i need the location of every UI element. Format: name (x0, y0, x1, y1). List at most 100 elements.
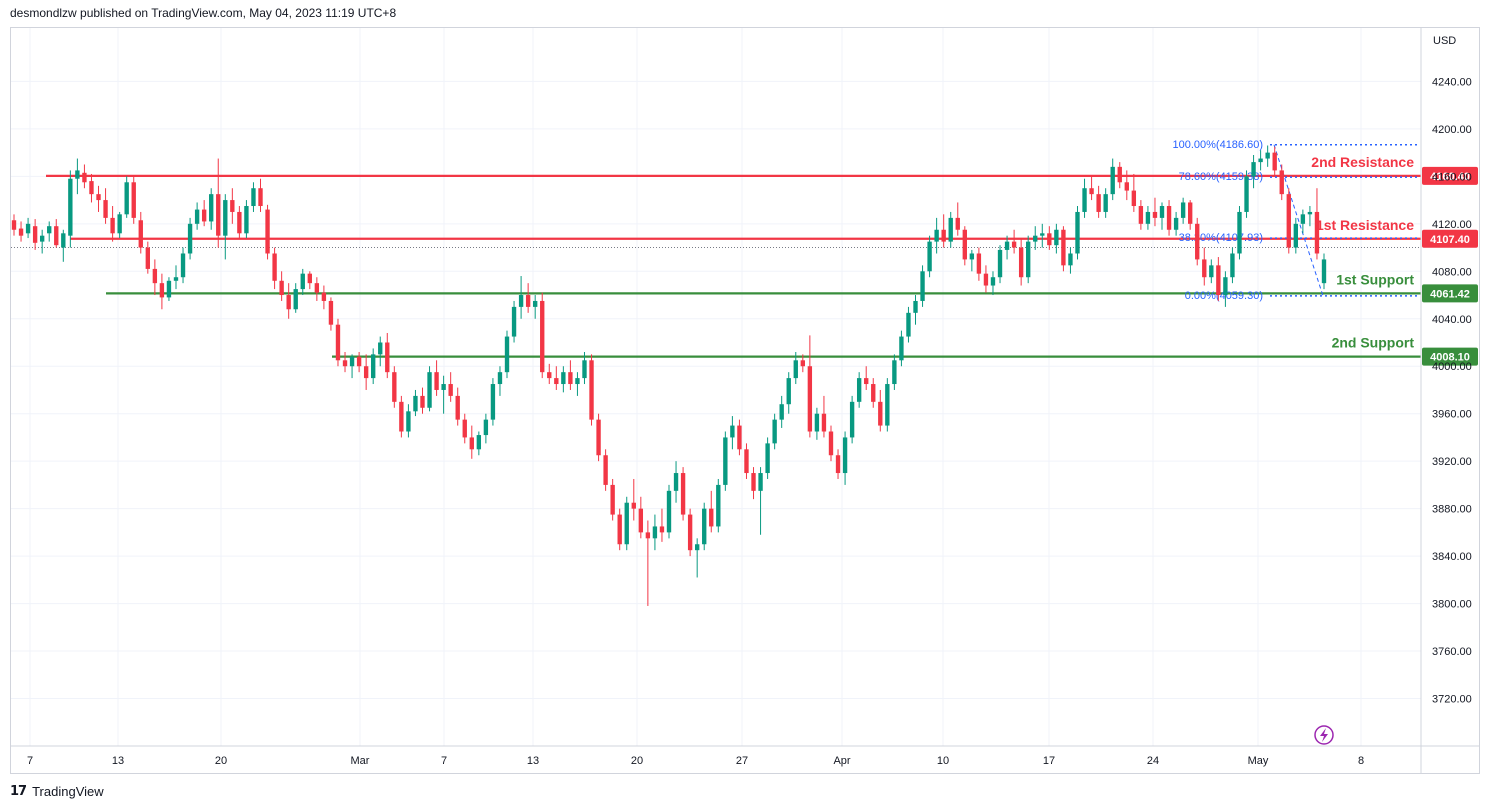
candle (117, 211, 122, 239)
candle-body (814, 413, 820, 432)
candle (1040, 223, 1045, 248)
candle (187, 217, 193, 260)
candle-body (166, 280, 172, 298)
candle-body (554, 378, 559, 385)
candle-body (885, 384, 890, 426)
candle-body (1054, 229, 1059, 246)
candle (293, 283, 298, 313)
candle (1145, 206, 1151, 230)
candle-body (1159, 206, 1165, 218)
candle (814, 407, 820, 440)
candle (483, 413, 489, 444)
candle (434, 360, 439, 396)
candle-body (152, 268, 158, 284)
candle (1131, 173, 1137, 212)
candle (906, 306, 911, 343)
candle (110, 206, 115, 242)
candle (497, 366, 503, 396)
candle (258, 178, 263, 212)
candle (793, 351, 798, 385)
candle-body (314, 283, 320, 293)
candle-body (47, 226, 52, 234)
candle (321, 285, 327, 310)
candle-body (378, 342, 383, 355)
candle-body (730, 425, 735, 438)
candle-body (990, 277, 996, 286)
candle (737, 419, 742, 456)
candle (652, 514, 658, 551)
candle-body (765, 443, 770, 474)
candle-body (807, 366, 813, 432)
candle-body (828, 431, 834, 456)
candle-body (434, 372, 439, 390)
candle (1230, 247, 1235, 284)
candle (1004, 235, 1010, 260)
candle-body (1026, 241, 1031, 278)
level-price-text: 4061.42 (1430, 288, 1470, 300)
candle (800, 354, 806, 373)
candle-body (603, 455, 608, 485)
candle (596, 413, 601, 462)
candle-body (209, 194, 214, 222)
candle (1018, 238, 1024, 286)
candle (209, 188, 214, 230)
candle-body (349, 356, 355, 367)
candle (645, 520, 651, 606)
candle-body (744, 449, 749, 474)
candle (927, 235, 932, 278)
lightning-icon[interactable] (1314, 725, 1334, 745)
level-price-text: 4107.40 (1430, 234, 1470, 246)
candle (61, 229, 66, 262)
candle (913, 295, 918, 325)
candle-body (237, 211, 242, 234)
level-price-badge (1422, 166, 1478, 185)
candle-body (1180, 202, 1186, 218)
candle-body (617, 514, 622, 545)
candle (342, 351, 348, 373)
candle-body (371, 354, 376, 379)
candle (532, 295, 538, 319)
candles (11, 145, 1327, 606)
candle (1180, 197, 1186, 224)
candle-body (878, 401, 883, 426)
candle (131, 176, 136, 224)
candle (490, 378, 496, 426)
candle (849, 395, 855, 444)
candle-body (272, 253, 277, 281)
candle (1258, 150, 1263, 171)
candle (328, 297, 334, 331)
y-tick-label: 3800.00 (1432, 599, 1472, 611)
level-label: 1st Support (1336, 271, 1414, 287)
time-axis: 7 13 20 Mar 7 13 20 27 Apr 10 17 24 May 8 (11, 745, 1479, 767)
candle-body (1124, 182, 1129, 191)
candle (441, 375, 446, 414)
candle-body (871, 384, 876, 402)
y-tick-label: 3840.00 (1432, 551, 1472, 563)
candle (702, 502, 707, 551)
candle-body (441, 384, 446, 390)
y-tick-label: 3760.00 (1432, 646, 1472, 658)
candle-body (258, 188, 263, 207)
fib-level-label: 0.00%(4059.30) (1185, 290, 1263, 302)
candle (75, 158, 80, 195)
candle-body (835, 455, 841, 474)
candle (1159, 202, 1165, 230)
candle-body (758, 473, 763, 491)
candle-body (497, 372, 503, 385)
candle (666, 484, 672, 539)
candle-body (483, 419, 489, 436)
candle-body (145, 247, 151, 269)
candle (32, 219, 38, 250)
candle (786, 372, 791, 414)
candle-body (800, 360, 806, 367)
candle-body (328, 300, 334, 325)
candle (25, 217, 31, 239)
candle-body (1251, 162, 1256, 177)
candle (180, 247, 186, 284)
candle-body (624, 502, 629, 545)
candle (1110, 158, 1115, 201)
candle (589, 354, 594, 426)
x-tick-label: 13 (112, 755, 124, 767)
level-label: 1st Resistance (1316, 217, 1414, 233)
